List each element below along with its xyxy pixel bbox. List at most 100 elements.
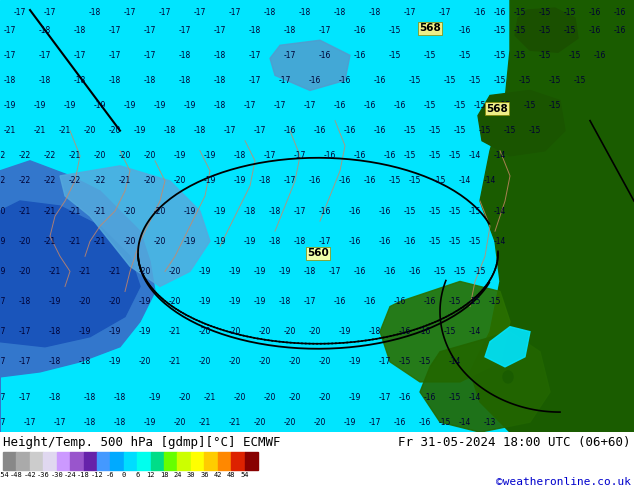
Text: -15: -15 (449, 297, 461, 306)
Text: -20: -20 (144, 176, 156, 185)
Text: -15: -15 (494, 51, 506, 60)
Text: -18: -18 (214, 101, 226, 110)
Text: -19: -19 (109, 327, 121, 336)
Text: -16: -16 (589, 25, 601, 35)
Text: -13: -13 (484, 417, 496, 427)
Bar (178, 452, 191, 470)
Bar (56, 452, 70, 470)
Text: 568: 568 (419, 23, 441, 33)
Text: -15: -15 (434, 176, 446, 185)
Text: -21: -21 (169, 327, 181, 336)
Text: -16: -16 (424, 25, 436, 35)
Text: -19: -19 (149, 392, 161, 401)
Text: -20: -20 (259, 357, 271, 367)
Text: -17: -17 (19, 357, 31, 367)
Text: -17: -17 (54, 417, 66, 427)
Text: -15: -15 (514, 25, 526, 35)
Text: -16: -16 (409, 267, 421, 276)
Text: -15: -15 (539, 7, 551, 17)
Text: -19: -19 (174, 151, 186, 160)
Text: -16: -16 (334, 101, 346, 110)
Text: -20: -20 (84, 126, 96, 135)
Text: -17: -17 (74, 51, 86, 60)
Text: -15: -15 (469, 237, 481, 245)
Text: -15: -15 (399, 357, 411, 367)
Text: -17: -17 (294, 207, 306, 216)
Text: -21: -21 (229, 417, 241, 427)
Text: Fr 31-05-2024 18:00 UTC (06+60): Fr 31-05-2024 18:00 UTC (06+60) (399, 436, 631, 449)
Text: -20: -20 (319, 357, 331, 367)
Text: -16: -16 (589, 7, 601, 17)
Text: -17: -17 (378, 392, 391, 401)
Text: -20: -20 (144, 151, 156, 160)
Text: -21: -21 (79, 267, 91, 276)
Text: -17: -17 (4, 51, 16, 60)
Text: -15: -15 (474, 267, 486, 276)
Text: -21: -21 (199, 417, 211, 427)
Text: -54: -54 (0, 472, 10, 478)
Text: -20: -20 (289, 357, 301, 367)
Text: -18: -18 (269, 207, 281, 216)
Text: -15: -15 (404, 126, 416, 135)
Text: -17: -17 (109, 25, 121, 35)
Text: -22: -22 (19, 176, 31, 185)
Text: -18: -18 (39, 76, 51, 85)
Text: -15: -15 (569, 51, 581, 60)
Text: -20: -20 (259, 327, 271, 336)
Text: -16: -16 (384, 151, 396, 160)
Text: -21: -21 (19, 207, 31, 216)
Text: -17: -17 (124, 7, 136, 17)
Text: -16: -16 (349, 237, 361, 245)
Text: -16: -16 (614, 25, 626, 35)
Text: -14: -14 (494, 207, 506, 216)
Text: -16: -16 (404, 237, 416, 245)
Text: -18: -18 (79, 357, 91, 367)
Text: -15: -15 (424, 101, 436, 110)
Text: -14: -14 (459, 417, 471, 427)
Text: -21: -21 (109, 267, 121, 276)
Text: 6: 6 (135, 472, 139, 478)
Text: -16: -16 (364, 101, 376, 110)
Text: -16: -16 (374, 76, 386, 85)
Text: -21: -21 (69, 207, 81, 216)
Text: -20: -20 (109, 297, 121, 306)
Text: -19: -19 (254, 297, 266, 306)
Text: 568: 568 (486, 103, 508, 114)
Text: -18: -18 (269, 237, 281, 245)
Text: -18: -18 (109, 76, 121, 85)
Text: -15: -15 (389, 25, 401, 35)
Bar (217, 452, 231, 470)
Text: -18: -18 (214, 76, 226, 85)
Text: -20: -20 (139, 357, 151, 367)
Text: -15: -15 (439, 417, 451, 427)
Text: -16: -16 (399, 327, 411, 336)
Text: -16: -16 (394, 101, 406, 110)
Text: -16: -16 (419, 417, 431, 427)
Text: -18: -18 (49, 327, 61, 336)
Bar (231, 452, 245, 470)
Text: -18: -18 (74, 76, 86, 85)
Text: -16: -16 (324, 151, 336, 160)
Text: -18: -18 (77, 472, 90, 478)
Bar (245, 452, 258, 470)
Text: -16: -16 (319, 51, 331, 60)
Text: -19: -19 (199, 297, 211, 306)
Text: -15: -15 (444, 76, 456, 85)
Text: -15: -15 (514, 7, 526, 17)
Text: -17: -17 (244, 101, 256, 110)
Bar (124, 452, 137, 470)
Text: -20: -20 (284, 417, 296, 427)
Text: -18: -18 (244, 207, 256, 216)
Text: -15: -15 (549, 76, 561, 85)
Text: 18: 18 (160, 472, 168, 478)
Polygon shape (470, 0, 634, 432)
Text: -16: -16 (378, 237, 391, 245)
Text: -19: -19 (0, 267, 6, 276)
Text: -16: -16 (354, 51, 366, 60)
Text: -19: -19 (134, 126, 146, 135)
Text: -6: -6 (106, 472, 115, 478)
Text: -20: -20 (254, 417, 266, 427)
Text: -20: -20 (119, 151, 131, 160)
Text: -18: -18 (49, 392, 61, 401)
Text: -15: -15 (449, 151, 461, 160)
